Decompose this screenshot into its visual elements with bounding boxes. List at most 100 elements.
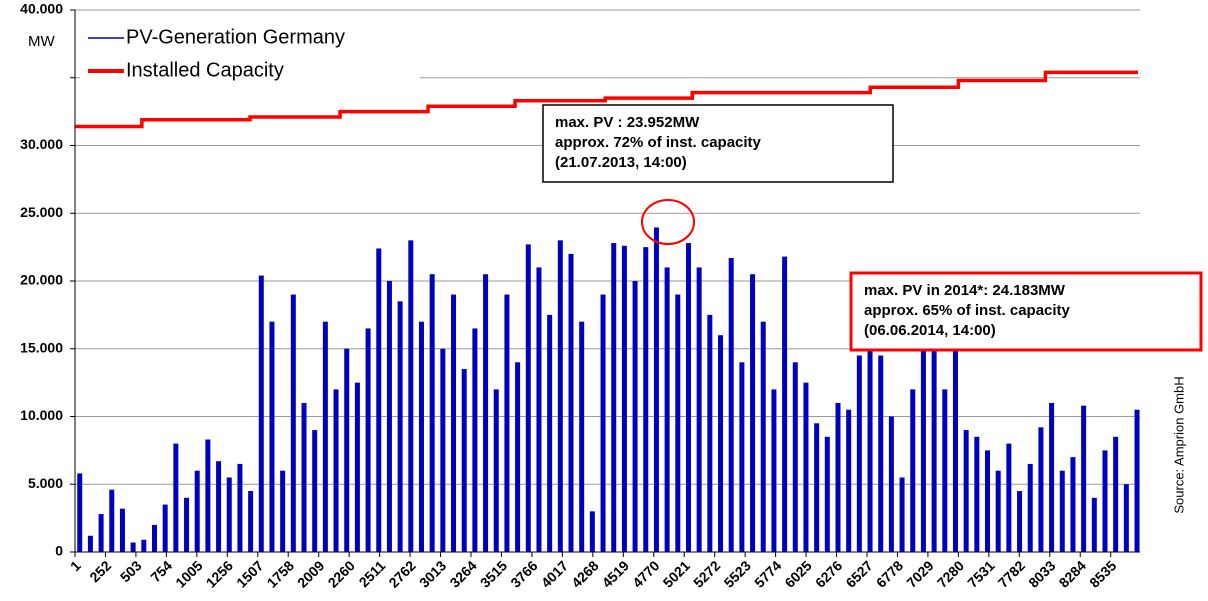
pv-spike: [173, 443, 179, 552]
pv-spike: [301, 402, 307, 552]
x-tick-label: 4268: [568, 557, 601, 590]
pv-spike: [621, 245, 627, 552]
pv-spike: [750, 274, 756, 552]
pv-spike: [589, 511, 595, 552]
pv-spike: [600, 294, 606, 552]
x-tick-label: 2511: [356, 557, 389, 590]
pv-spike: [322, 321, 328, 552]
pv-spike: [483, 274, 489, 552]
pv-spike: [184, 497, 190, 552]
pv-spike: [109, 489, 115, 552]
pv-spike: [344, 348, 350, 552]
pv-spike: [920, 341, 926, 552]
y-tick-label: 10.000: [20, 407, 63, 423]
pv-spike: [942, 389, 948, 552]
pv-spike: [408, 240, 414, 552]
pv-spike: [878, 355, 884, 552]
x-tick-label: 8033: [1025, 557, 1058, 590]
pv-spike: [504, 294, 510, 552]
pv-spike: [248, 491, 254, 552]
pv-spike: [397, 301, 403, 552]
x-tick-label: 7531: [964, 557, 997, 590]
x-tick-label: 5774: [751, 557, 784, 590]
x-tick-label: 5021: [660, 557, 693, 590]
x-tick-label: 503: [117, 557, 145, 585]
peak-circle: [641, 199, 695, 245]
pv-spike: [440, 348, 446, 552]
x-tick-label: 1005: [172, 557, 205, 590]
pv-spike: [995, 470, 1001, 552]
pv-spike: [739, 362, 745, 552]
x-tick-label: 3013: [416, 557, 449, 590]
source: Source: Amprion GmbH: [1171, 376, 1186, 513]
pv-spike: [888, 416, 894, 552]
pv-spike: [1134, 409, 1140, 552]
pv-spike: [162, 504, 168, 552]
x-tick-label: 4017: [538, 557, 571, 590]
pv-spike: [814, 423, 820, 552]
pv-spike: [386, 281, 392, 552]
pv-spike: [1081, 405, 1087, 552]
annotation: approx. 72% of inst. capacity: [555, 134, 762, 151]
annotation-box: [542, 104, 894, 183]
legend-bg: [80, 18, 420, 90]
pv-spike: [515, 362, 521, 552]
x-tick-label: 2009: [294, 557, 327, 590]
y-tick-label: 25.000: [20, 204, 63, 220]
x-tick-label: 6276: [812, 557, 845, 590]
x-tick-label: 3766: [507, 557, 540, 590]
y-tick-label: 0: [55, 543, 63, 559]
x-tick-label: 754: [147, 557, 175, 585]
pv-spike: [803, 382, 809, 552]
capacity-line: [75, 70, 1138, 129]
pv-spike: [1017, 491, 1023, 552]
x-tick-label: 1507: [233, 557, 266, 590]
pv-spike: [216, 461, 222, 552]
pv-spike: [1059, 470, 1065, 552]
pv-spike: [280, 470, 286, 552]
x-tick-label: 252: [86, 557, 114, 585]
pv-spike: [846, 409, 852, 552]
pv-spike: [130, 542, 136, 552]
pv-spike: [985, 450, 991, 552]
pv-spike: [429, 274, 435, 552]
pv-spike: [899, 477, 905, 552]
pv-spike: [451, 294, 457, 552]
pv-spike: [258, 275, 264, 552]
x-tick-label: 6527: [842, 557, 875, 590]
pv-spike: [782, 256, 788, 552]
plot: [75, 70, 1140, 553]
pv-spike: [141, 539, 147, 552]
annotation-box: [849, 271, 1203, 352]
pv-spike: [771, 389, 777, 552]
pv-spike: [536, 267, 542, 552]
x-tick-label: 7280: [934, 557, 967, 590]
pv-spike: [493, 389, 499, 552]
x-tick-label: 8284: [1056, 557, 1089, 590]
pv-spike: [963, 430, 969, 552]
pv-spike: [568, 253, 574, 552]
pv-spike: [952, 348, 958, 552]
pv-spike: [461, 369, 467, 552]
pv-spike: [685, 243, 691, 552]
x-tick-label: 1758: [264, 557, 297, 590]
pv-spike: [557, 240, 563, 552]
x-tick-label: 1256: [203, 557, 236, 590]
annotation: max. PV : 23.952MW: [555, 114, 700, 131]
pv-spike: [1006, 443, 1012, 552]
pv-spike: [931, 328, 937, 552]
pv-spike: [974, 436, 980, 552]
pv-spike: [1038, 427, 1044, 552]
x-tick-label: 8535: [1086, 557, 1119, 590]
pv-spike: [333, 389, 339, 552]
pv-spike: [290, 294, 296, 552]
pv-spike: [418, 321, 424, 552]
pv-spike: [696, 267, 702, 552]
pv-spike: [1091, 497, 1097, 552]
x-tick-label: 6778: [873, 557, 906, 590]
y-unit: MW: [28, 33, 55, 50]
pv-spike: [643, 247, 649, 552]
pv-spike: [151, 524, 157, 552]
pv-spike: [856, 355, 862, 552]
